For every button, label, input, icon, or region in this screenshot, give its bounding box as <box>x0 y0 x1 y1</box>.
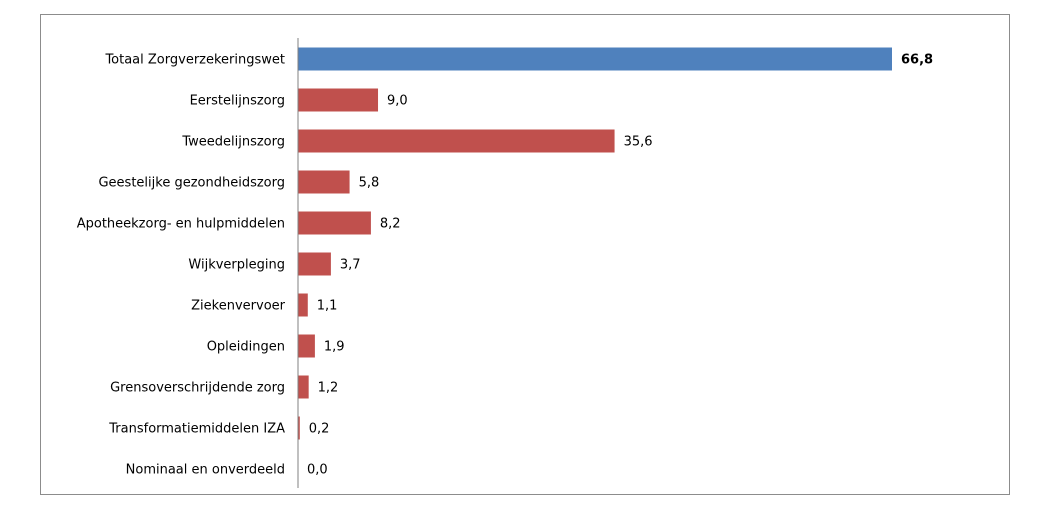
value-label-grensoverschrijdende-zorg: 1,2 <box>318 381 339 396</box>
value-labels: 66,8 9,0 35,6 5,8 8,2 3,7 1,1 1,9 1,2 0,2 0,0 <box>307 53 933 478</box>
bar-ziekenvervoer <box>298 293 308 317</box>
bar-opleidingen <box>298 334 315 358</box>
bar-tweedelijnszorg <box>298 129 615 153</box>
category-label-totaal-zorgverzekeringswet: Totaal Zorgverzekeringswet <box>104 53 285 68</box>
value-label-ziekenvervoer: 1,1 <box>317 299 338 314</box>
value-label-eerstelijnszorg: 9,0 <box>387 94 408 109</box>
value-label-transformatiemiddelen-iza: 0,2 <box>309 422 330 437</box>
bar-transformatiemiddelen-iza <box>298 416 300 440</box>
value-label-wijkverpleging: 3,7 <box>340 258 361 273</box>
category-label-grensoverschrijdende-zorg: Grensoverschrijdende zorg <box>110 381 285 396</box>
category-label-ziekenvervoer: Ziekenvervoer <box>191 299 285 314</box>
category-label-opleidingen: Opleidingen <box>207 340 285 355</box>
category-label-geestelijke-gezondheidszorg: Geestelijke gezondheidszorg <box>98 176 285 191</box>
value-label-geestelijke-gezondheidszorg: 5,8 <box>359 176 380 191</box>
bar-totaal-zorgverzekeringswet <box>298 47 892 71</box>
category-labels: Totaal Zorgverzekeringswet Eerstelijnszor… <box>77 53 286 478</box>
value-label-nominaal-en-onverdeeld: 0,0 <box>307 463 328 478</box>
bars-layer <box>298 47 892 440</box>
bar-geestelijke-gezondheidszorg <box>298 170 350 194</box>
category-label-wijkverpleging: Wijkverpleging <box>188 258 285 273</box>
category-label-nominaal-en-onverdeeld: Nominaal en onverdeeld <box>126 463 285 478</box>
value-label-apotheekzorg-en-hulpmiddelen: 8,2 <box>380 217 401 232</box>
value-label-opleidingen: 1,9 <box>324 340 345 355</box>
value-label-totaal-zorgverzekeringswet: 66,8 <box>901 53 933 68</box>
category-label-tweedelijnszorg: Tweedelijnszorg <box>181 135 285 150</box>
bar-grensoverschrijdende-zorg <box>298 375 309 399</box>
category-label-transformatiemiddelen-iza: Transformatiemiddelen IZA <box>108 422 285 437</box>
bar-apotheekzorg-en-hulpmiddelen <box>298 211 371 235</box>
category-label-eerstelijnszorg: Eerstelijnszorg <box>190 94 285 109</box>
bar-eerstelijnszorg <box>298 88 379 112</box>
bar-wijkverpleging <box>298 252 331 276</box>
value-label-tweedelijnszorg: 35,6 <box>624 135 653 150</box>
category-label-apotheekzorg-en-hulpmiddelen: Apotheekzorg- en hulpmiddelen <box>77 217 285 232</box>
chart-frame <box>40 14 1010 495</box>
